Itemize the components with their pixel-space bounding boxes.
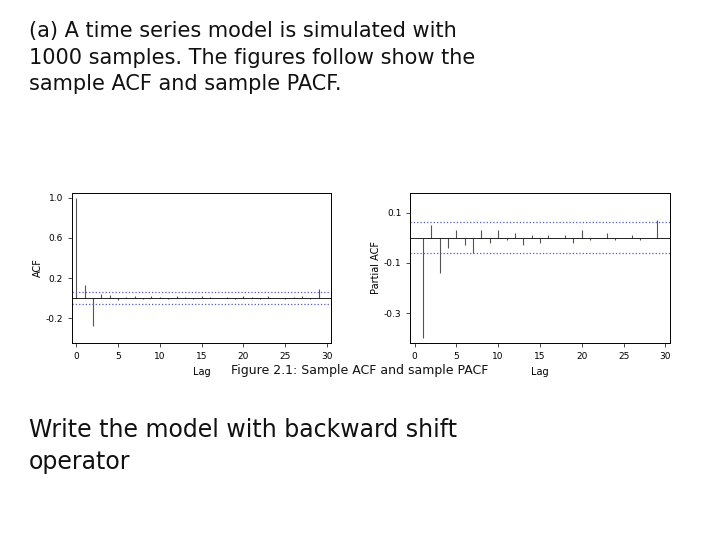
Text: Write the model with backward shift
operator: Write the model with backward shift oper…	[29, 418, 457, 474]
Y-axis label: Partial ACF: Partial ACF	[371, 242, 381, 294]
Text: Figure 2.1: Sample ACF and sample PACF: Figure 2.1: Sample ACF and sample PACF	[231, 364, 489, 377]
Y-axis label: ACF: ACF	[32, 258, 42, 278]
X-axis label: Lag: Lag	[531, 367, 549, 377]
Text: (a) A time series model is simulated with
1000 samples. The figures follow show : (a) A time series model is simulated wit…	[29, 21, 475, 94]
X-axis label: Lag: Lag	[193, 367, 210, 377]
